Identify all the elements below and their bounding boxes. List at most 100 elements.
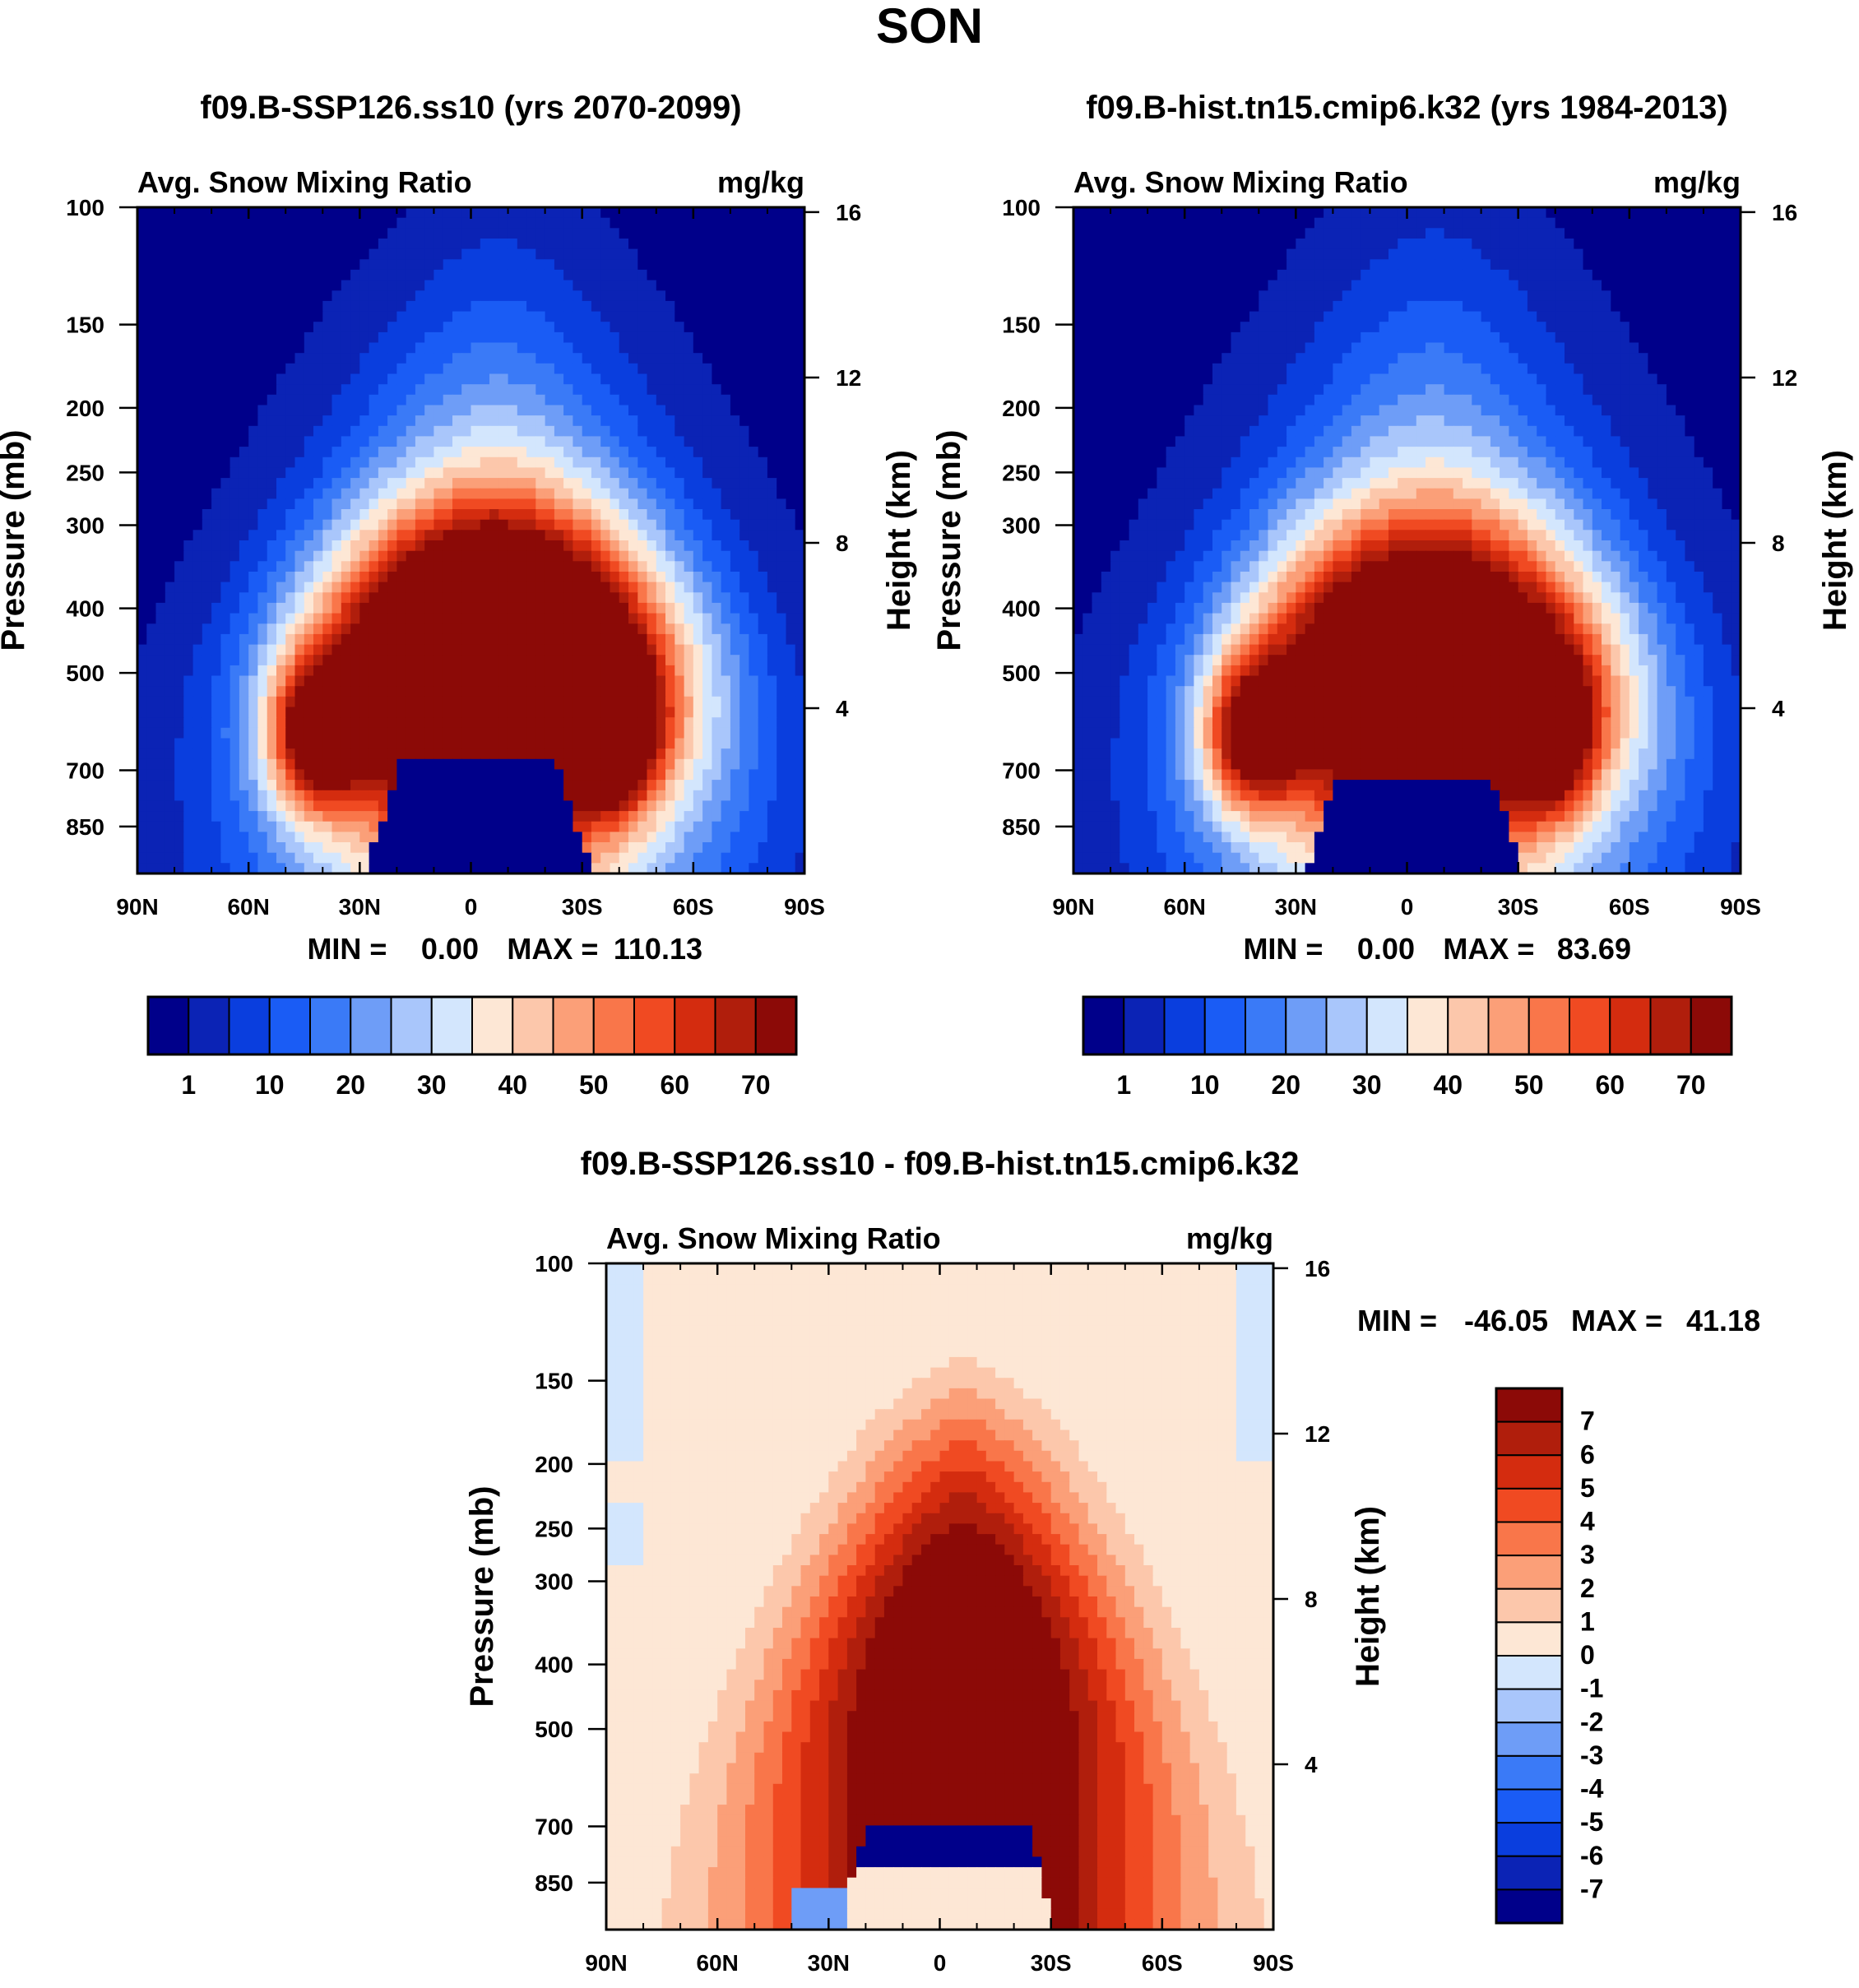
field-cell: [535, 322, 546, 333]
field-cell: [267, 436, 277, 447]
field-cell: [294, 509, 305, 521]
field-cell: [248, 655, 259, 666]
field-cell: [675, 239, 685, 250]
field-cell: [684, 832, 694, 843]
field-cell: [712, 467, 722, 479]
field-cell: [350, 363, 360, 375]
field-cell: [424, 394, 435, 406]
field-cell: [675, 863, 685, 874]
field-cell: [712, 394, 722, 406]
field-cell: [702, 665, 712, 677]
field-cell: [350, 717, 360, 729]
field-cell: [665, 280, 675, 291]
field-cell: [387, 311, 397, 322]
field-cell: [331, 613, 342, 624]
field-cell: [610, 561, 620, 572]
field-cell: [1407, 228, 1417, 239]
field-cell: [702, 239, 712, 250]
field-cell: [758, 373, 768, 385]
field-cell: [378, 655, 388, 666]
field-cell: [767, 228, 777, 239]
field-cell: [406, 217, 416, 229]
field-cell: [378, 331, 388, 344]
field-cell: [294, 425, 305, 438]
field-cell: [267, 456, 277, 469]
field-cell: [341, 758, 351, 771]
field-cell: [749, 239, 759, 250]
field-cell: [146, 447, 157, 458]
field-cell: [777, 665, 787, 677]
field-cell: [619, 842, 629, 854]
field-cell: [183, 811, 194, 823]
field-cell: [767, 363, 777, 375]
field-cell: [517, 655, 527, 666]
field-cell: [749, 498, 759, 510]
field-cell: [155, 394, 166, 406]
field-cell: [155, 852, 166, 864]
field-cell: [517, 623, 527, 635]
field-cell: [582, 384, 592, 396]
field-cell: [730, 342, 740, 354]
field-cell: [406, 623, 416, 635]
field-cell: [563, 800, 573, 812]
field-cell: [396, 717, 407, 729]
field-cell: [739, 509, 750, 521]
field-cell: [489, 811, 499, 823]
field-cell: [545, 509, 555, 521]
field-cell: [322, 425, 333, 438]
field-cell: [387, 456, 397, 469]
field-cell: [229, 811, 240, 823]
field-cell: [220, 769, 231, 781]
field-cell: [452, 655, 462, 666]
field-cell: [211, 696, 221, 708]
field-cell: [155, 707, 166, 718]
field-cell: [591, 832, 601, 843]
field-cell: [637, 342, 648, 354]
field-cell: [777, 800, 787, 812]
field-cell: [341, 405, 351, 416]
field-cell: [749, 488, 759, 499]
field-cell: [276, 572, 286, 583]
field-cell: [304, 623, 314, 635]
field-cell: [211, 342, 221, 354]
field-cell: [480, 384, 490, 396]
field-cell: [591, 280, 601, 291]
field-cell: [489, 228, 499, 239]
field-cell: [378, 519, 388, 531]
field-cell: [359, 207, 370, 219]
field-cell: [610, 790, 620, 802]
field-cell: [285, 696, 296, 708]
field-cell: [257, 322, 268, 333]
field-cell: [517, 300, 527, 313]
field-cell: [582, 269, 592, 281]
field-cell: [702, 248, 712, 260]
field-cell: [693, 384, 703, 396]
field-cell: [192, 613, 203, 624]
field-cell: [276, 665, 286, 677]
field-cell: [331, 633, 342, 646]
y-tick-label: 250: [66, 460, 104, 485]
field-cell: [239, 800, 249, 812]
field-cell: [563, 675, 573, 687]
field-cell: [220, 498, 231, 510]
field-cell: [1574, 217, 1584, 229]
field-cell: [452, 342, 462, 354]
field-cell: [628, 530, 638, 541]
field-cell: [721, 623, 731, 635]
colorbar-label: 1: [181, 1070, 196, 1100]
field-cell: [248, 373, 259, 385]
field-cell: [378, 613, 388, 624]
field-cell: [331, 519, 342, 531]
field-cell: [202, 707, 212, 718]
field-cell: [480, 436, 490, 447]
field-cell: [675, 217, 685, 229]
field-cell: [146, 530, 157, 541]
field-cell: [396, 311, 407, 322]
field-cell: [637, 613, 648, 624]
field-cell: [647, 322, 657, 333]
field-cell: [582, 436, 592, 447]
field-cell: [480, 572, 490, 583]
field-cell: [721, 290, 731, 302]
field-cell: [267, 519, 277, 531]
field-cell: [146, 727, 157, 739]
